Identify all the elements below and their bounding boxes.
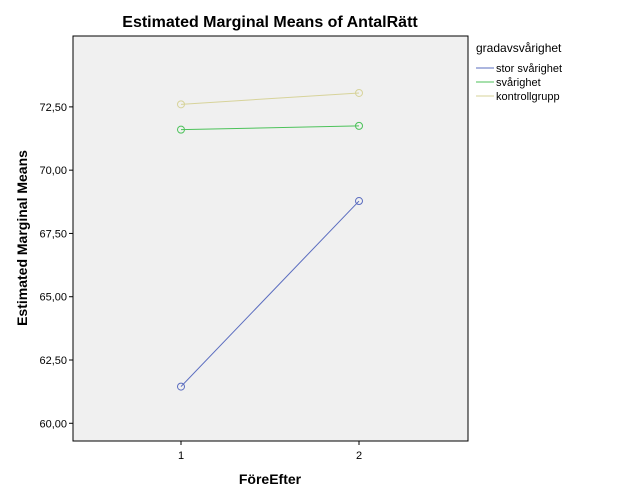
y-axis: 60,00 62,50 65,00 67,50 70,00 72,50: [39, 102, 73, 430]
y-tick-label: 67,50: [39, 228, 67, 240]
x-tick-label: 2: [356, 450, 362, 462]
y-axis-label: Estimated Marginal Means: [14, 150, 30, 326]
y-tick-label: 72,50: [39, 102, 67, 114]
legend: gradavsvårighet stor svårighet svårighet k…: [476, 41, 562, 103]
data-point: [177, 100, 185, 109]
data-point: [177, 125, 185, 134]
legend-item-label: stor svårighet: [496, 63, 562, 75]
plot-area: [72, 35, 469, 442]
series-lines: [177, 88, 363, 391]
data-point: [355, 121, 363, 130]
data-point: [177, 382, 185, 391]
data-point: [355, 197, 363, 206]
y-tick-label: 62,50: [39, 355, 67, 367]
series-line-2: [180, 92, 360, 105]
x-tick-label: 1: [178, 450, 184, 462]
series-line-1: [180, 125, 360, 131]
y-tick-label: 70,00: [39, 165, 67, 177]
x-axis-label: FöreEfter: [239, 471, 302, 487]
y-tick-label: 60,00: [39, 418, 67, 430]
chart-title: Estimated Marginal Means of AntalRätt: [122, 14, 418, 31]
legend-item-label: svårighet: [496, 77, 541, 89]
legend-item-label: kontrollgrupp: [496, 91, 560, 103]
data-point: [355, 88, 363, 97]
y-tick-label: 65,00: [39, 292, 67, 304]
legend-title: gradavsvårighet: [476, 41, 562, 55]
series-line-0: [180, 200, 360, 387]
